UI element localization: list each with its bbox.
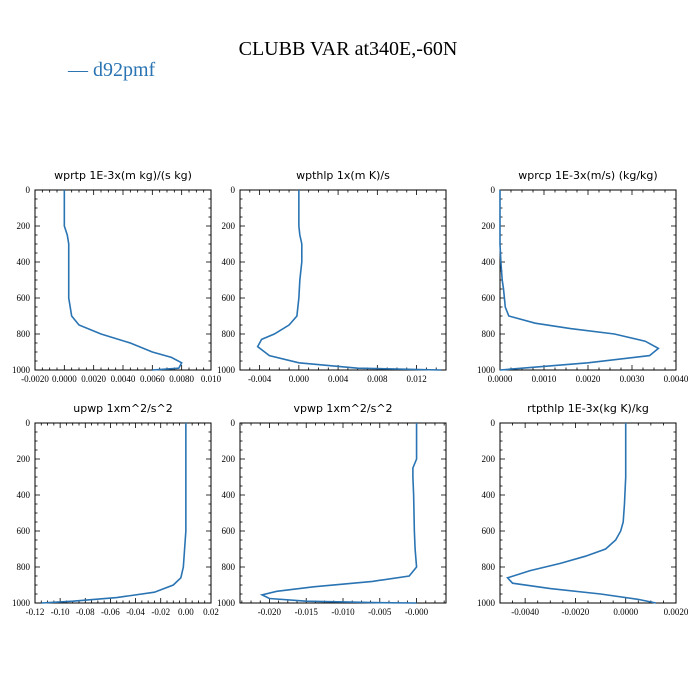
y-tick-label: 1000 xyxy=(477,598,496,608)
x-tick-label: -0.0020 xyxy=(21,374,49,384)
x-tick-label: -0.005 xyxy=(368,607,392,617)
y-tick-label: 800 xyxy=(482,329,496,339)
x-tick-label: -0.0020 xyxy=(562,607,590,617)
plot-frame xyxy=(499,422,677,604)
x-tick-label: 0.0030 xyxy=(620,374,645,384)
plot-frame xyxy=(34,422,212,604)
y-tick-label: 800 xyxy=(17,562,31,572)
x-tick-label: 0.0040 xyxy=(111,374,136,384)
panel-2: wpthlp 1x(m K)/s 0 200 400 600 800 1000 -0.004 0… xyxy=(217,169,447,384)
y-tick-label: 200 xyxy=(17,454,31,464)
x-tick-label: 0.008 xyxy=(367,374,388,384)
x-tick-label: 0.004 xyxy=(328,374,349,384)
y-tick-label: 400 xyxy=(17,490,31,500)
y-tick-label: 200 xyxy=(17,221,31,231)
plot-frame xyxy=(239,422,447,604)
panel-6: rtpthlp 1E-3x(kg K)/kg 0 200 400 600 800 1000 -… xyxy=(477,402,689,617)
y-tick-label: 400 xyxy=(222,257,236,267)
y-tick-label: 600 xyxy=(222,293,236,303)
x-tick-label: 0.0080 xyxy=(169,374,194,384)
panel-title: upwp 1xm^2/s^2 xyxy=(73,402,173,415)
series-line-d92pmf xyxy=(63,190,183,371)
x-tick-label: 0.0020 xyxy=(81,374,106,384)
y-tick-label: 600 xyxy=(17,526,31,536)
x-tick-label: -0.020 xyxy=(258,607,282,617)
x-tick-label: 0.0000 xyxy=(52,374,77,384)
x-tick-label: -0.10 xyxy=(51,607,70,617)
x-tick-label: 0.010 xyxy=(201,374,222,384)
panel-title: wprcp 1E-3x(m/s) (kg/kg) xyxy=(518,169,657,182)
x-tick-label: -0.12 xyxy=(26,607,45,617)
y-tick-label: 0 xyxy=(231,185,236,195)
x-tick-label: -0.08 xyxy=(76,607,95,617)
series-line-d92pmf xyxy=(499,190,660,371)
y-tick-label: 400 xyxy=(17,257,31,267)
panel-5: vpwp 1xm^2/s^2 0 200 400 600 800 1000 -0.020 -0.… xyxy=(217,402,447,617)
legend-entry: — d92pmf xyxy=(67,59,156,81)
y-tick-label: 200 xyxy=(482,454,496,464)
x-tick-label: 0.02 xyxy=(203,607,219,617)
y-tick-label: 0 xyxy=(231,418,236,428)
x-tick-label: -0.0040 xyxy=(511,607,539,617)
x-tick-label: 0.012 xyxy=(406,374,426,384)
x-tick-label: -0.02 xyxy=(151,607,170,617)
y-tick-label: 400 xyxy=(222,490,236,500)
x-tick-label: 0.0060 xyxy=(140,374,165,384)
x-tick-label: -0.010 xyxy=(331,607,355,617)
series-line-d92pmf xyxy=(259,423,418,604)
y-tick-label: 600 xyxy=(482,293,496,303)
x-tick-label: 0.0040 xyxy=(664,374,689,384)
y-tick-label: 600 xyxy=(17,293,31,303)
series-line-d92pmf xyxy=(256,190,442,371)
x-tick-label: 0.0000 xyxy=(613,607,638,617)
x-tick-label: -0.000 xyxy=(405,607,429,617)
x-tick-label: -0.06 xyxy=(101,607,120,617)
y-tick-label: 1000 xyxy=(477,365,496,375)
y-tick-label: 200 xyxy=(482,221,496,231)
y-tick-label: 400 xyxy=(482,257,496,267)
x-tick-label: 0.0020 xyxy=(576,374,601,384)
y-tick-label: 1000 xyxy=(217,598,236,608)
y-tick-label: 800 xyxy=(482,562,496,572)
x-tick-label: 0.000 xyxy=(289,374,310,384)
y-tick-label: 400 xyxy=(482,490,496,500)
plot-frame xyxy=(239,189,447,371)
x-tick-label: -0.004 xyxy=(248,374,272,384)
y-tick-label: 1000 xyxy=(12,365,31,375)
y-tick-label: 0 xyxy=(26,185,31,195)
panel-4: upwp 1xm^2/s^2 0 200 400 600 800 1000-0.12 -0.1… xyxy=(12,402,219,617)
y-tick-label: 1000 xyxy=(217,365,236,375)
y-tick-label: 0 xyxy=(26,418,31,428)
y-tick-label: 800 xyxy=(17,329,31,339)
series-line-d92pmf xyxy=(506,423,657,604)
y-tick-label: 800 xyxy=(222,562,236,572)
panel-3: wprcp 1E-3x(m/s) (kg/kg) 0 200 400 600 800 100… xyxy=(477,169,689,384)
y-tick-label: 0 xyxy=(491,185,496,195)
series-line-d92pmf xyxy=(41,423,187,604)
y-tick-label: 200 xyxy=(222,454,236,464)
x-tick-label: 0.00 xyxy=(178,607,194,617)
panel-title: wpthlp 1x(m K)/s xyxy=(296,169,390,182)
figure-title: CLUBB VAR at340E,-60N xyxy=(239,38,458,60)
x-tick-label: -0.04 xyxy=(126,607,145,617)
x-tick-label: -0.015 xyxy=(295,607,319,617)
panel-title: wprtp 1E-3x(m kg)/(s kg) xyxy=(54,169,192,182)
x-tick-label: 0.0010 xyxy=(532,374,557,384)
y-tick-label: 800 xyxy=(222,329,236,339)
y-tick-label: 0 xyxy=(491,418,496,428)
y-tick-label: 1000 xyxy=(12,598,31,608)
x-tick-label: 0.0000 xyxy=(488,374,513,384)
x-tick-label: 0.0020 xyxy=(664,607,689,617)
y-tick-label: 600 xyxy=(222,526,236,536)
y-tick-label: 200 xyxy=(222,221,236,231)
panel-title: vpwp 1xm^2/s^2 xyxy=(293,402,392,415)
panel-title: rtpthlp 1E-3x(kg K)/kg xyxy=(527,402,649,415)
plot-frame xyxy=(34,189,212,371)
y-tick-label: 600 xyxy=(482,526,496,536)
panel-1: wprtp 1E-3x(m kg)/(s kg) 0 200 400 600 800 100… xyxy=(12,169,222,384)
